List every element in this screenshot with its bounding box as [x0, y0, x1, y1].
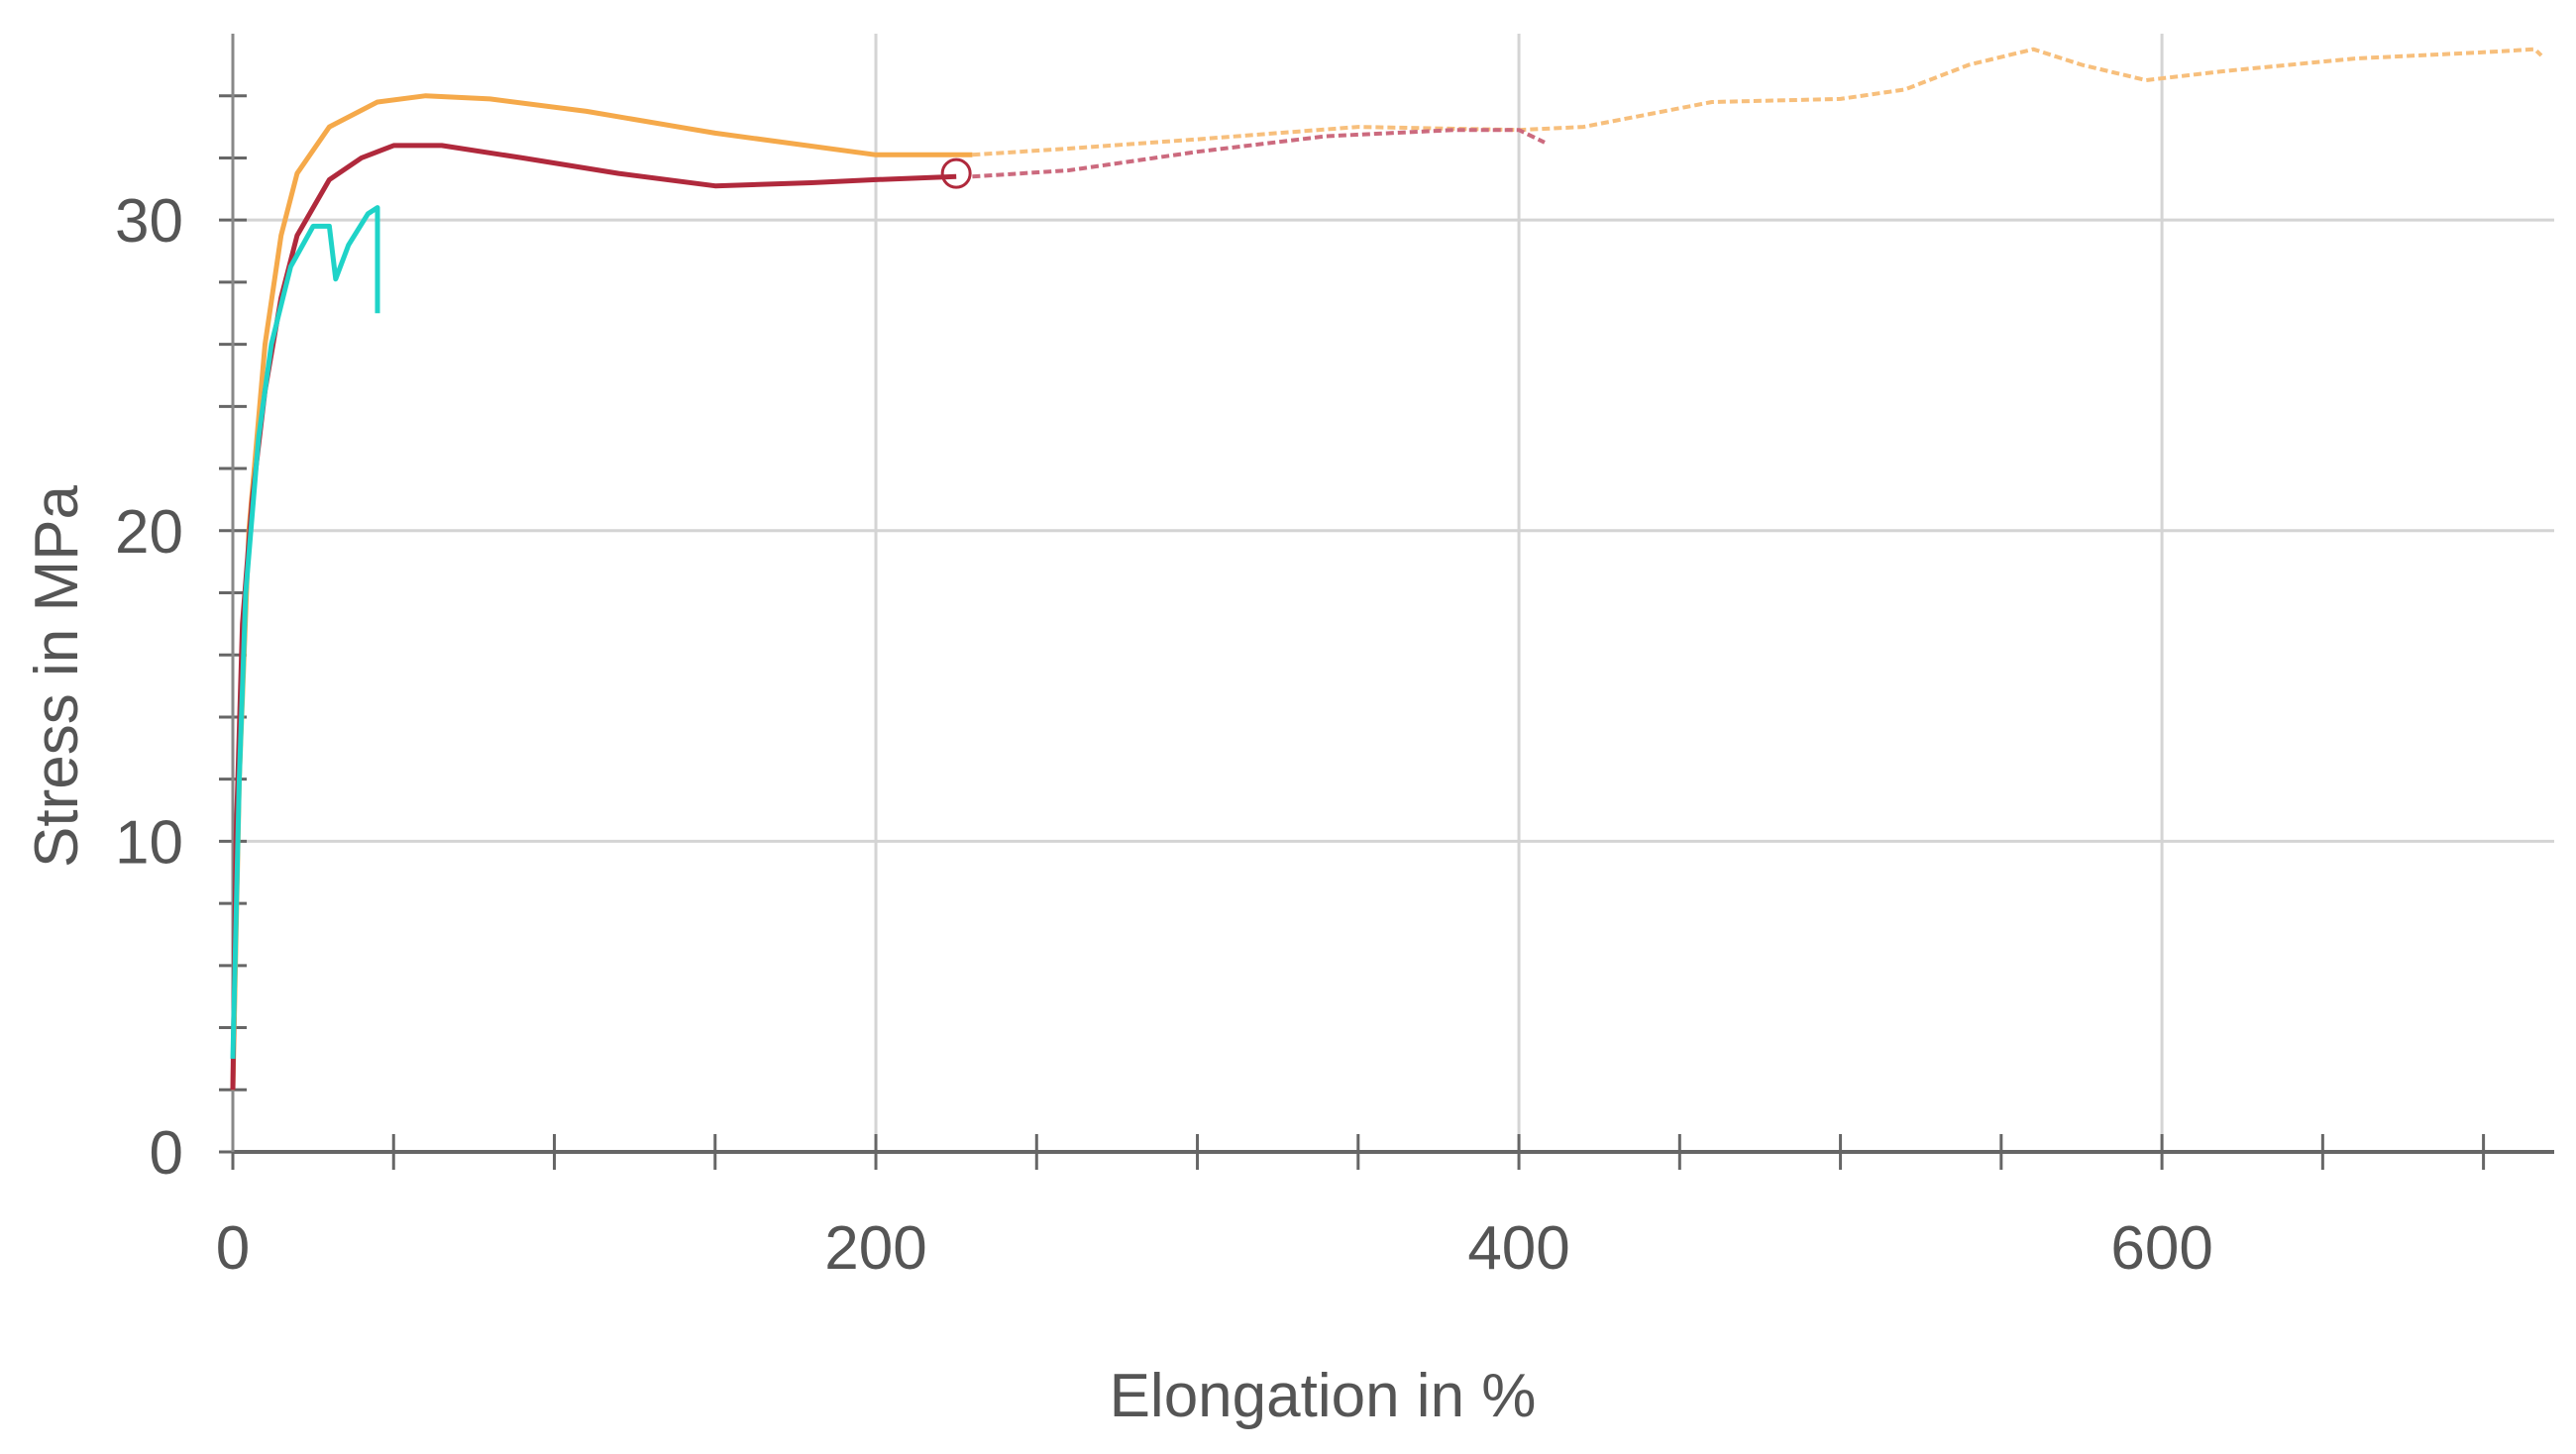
series-line: [230, 93, 973, 1090]
point-marker: [940, 157, 972, 189]
y-axis-title: Stress in MPa: [23, 485, 91, 868]
series-line: [972, 128, 1546, 179]
x-tick-label: 0: [216, 1214, 250, 1283]
y-tick-label: 20: [115, 498, 183, 567]
series-line: [972, 47, 2543, 157]
x-axis-title: Elongation in %: [1110, 1362, 1537, 1430]
x-tick-label: 400: [1467, 1214, 1569, 1283]
series-line: [230, 205, 380, 1059]
series-line: [230, 143, 957, 1090]
y-tick-label: 10: [115, 808, 183, 877]
x-tick-label: 200: [824, 1214, 926, 1283]
y-tick-label: 0: [150, 1119, 183, 1188]
y-tick-label: 30: [115, 187, 183, 256]
x-tick-label: 600: [2110, 1214, 2212, 1283]
